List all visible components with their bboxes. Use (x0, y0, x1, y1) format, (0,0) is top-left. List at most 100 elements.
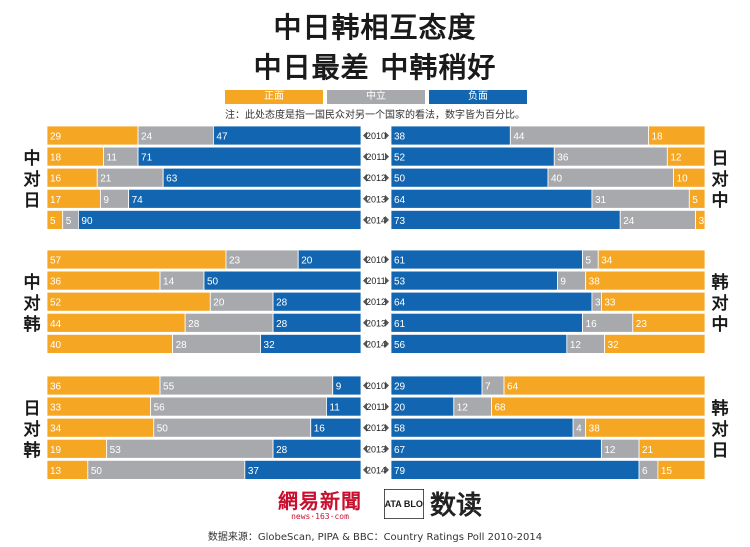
year-label: 2010 (366, 255, 386, 265)
bar-value-label: 73 (394, 216, 406, 227)
bar-positive (46, 396, 152, 417)
year-label: 2014 (366, 215, 386, 225)
bar-neutral (509, 125, 649, 146)
bar-value-label: 37 (248, 466, 260, 477)
bar-value-label: 64 (507, 382, 519, 393)
panel-label: 韩 (24, 314, 41, 335)
bar-value-label: 5 (586, 256, 592, 267)
panel-label: 中 (712, 314, 729, 335)
bar-negative (332, 375, 362, 396)
bar-negative (390, 125, 511, 146)
bar-value-label: 53 (110, 445, 122, 456)
bar-positive (503, 375, 706, 396)
year-arrow-right (385, 339, 389, 348)
bar-value-label: 12 (670, 153, 682, 164)
bar-positive (491, 396, 706, 417)
bar-value-label: 44 (513, 132, 525, 143)
panel-label: 对 (24, 293, 41, 314)
bar-negative (260, 333, 362, 354)
panel-label: 中 (24, 148, 41, 169)
bar-value-label: 36 (50, 277, 62, 288)
bar-value-label: 9 (103, 195, 109, 206)
bar-value-label: 38 (394, 132, 406, 143)
year-label: 2014 (366, 465, 386, 475)
bar-value-label: 13 (50, 466, 62, 477)
panel-label: 中 (24, 272, 41, 293)
bar-negative (272, 291, 362, 312)
bar-value-label: 33 (604, 298, 616, 309)
bar-value-label: 16 (314, 424, 326, 435)
year-arrow-right (385, 131, 389, 140)
chart-note: 注：此处态度是指一国民众对另一个国家的看法，数字皆为百分比。 (225, 110, 525, 121)
chart-subtitle: 中日最差 中韩稍好 (253, 51, 497, 84)
bar-positive (600, 291, 706, 312)
bar-value-label: 28 (276, 319, 288, 330)
bar-neutral (87, 459, 246, 480)
bar-value-label: 12 (457, 403, 469, 414)
year-arrow-right (385, 297, 389, 306)
bar-value-label: 38 (589, 277, 601, 288)
bar-value-label: 20 (301, 256, 313, 267)
year-arrow-left (363, 276, 367, 285)
panel-label: 中 (712, 190, 729, 211)
bar-value-label: 28 (276, 298, 288, 309)
bar-value-label: 3 (595, 298, 601, 309)
bar-value-label: 20 (394, 403, 406, 414)
bar-value-label: 28 (176, 340, 188, 351)
year-arrow-right (385, 381, 389, 390)
bar-value-label: 50 (394, 174, 406, 185)
bar-value-label: 9 (560, 277, 566, 288)
bar-negative (390, 249, 583, 270)
year-label: 2013 (366, 444, 386, 454)
panel-label: 对 (24, 169, 41, 190)
bar-negative (310, 417, 362, 438)
bar-value-label: 4 (576, 424, 582, 435)
bar-negative (390, 146, 555, 167)
year-label: 2011 (366, 402, 385, 412)
year-label: 2013 (366, 194, 386, 204)
bar-value-label: 14 (163, 277, 175, 288)
bar-value-label: 5 (50, 216, 56, 227)
bar-negative (390, 417, 574, 438)
bar-negative (128, 188, 362, 209)
bar-value-label: 68 (494, 403, 506, 414)
year-arrow-left (363, 444, 367, 453)
bar-negative (162, 167, 362, 188)
bar-neutral (591, 188, 690, 209)
bar-value-label: 9 (336, 382, 342, 393)
bar-value-label: 12 (570, 340, 582, 351)
bar-positive (46, 249, 227, 270)
legend-negative: 负面 (429, 90, 527, 104)
bar-neutral (553, 146, 668, 167)
panel-label: 对 (712, 169, 729, 190)
bar-value-label: 50 (207, 277, 219, 288)
bar-value-label: 40 (50, 340, 62, 351)
bar-positive (46, 291, 211, 312)
bar-value-label: 21 (642, 445, 654, 456)
bar-negative (272, 312, 362, 333)
bar-value-label: 24 (623, 216, 635, 227)
year-arrow-left (363, 255, 367, 264)
bar-negative (390, 188, 593, 209)
bar-positive (46, 417, 155, 438)
bar-positive (688, 188, 706, 209)
bar-negative (326, 396, 362, 417)
panel-label: 韩 (24, 440, 41, 461)
panel-label: 韩 (712, 272, 729, 293)
bar-value-label: 7 (485, 382, 491, 393)
year-arrow-left (363, 318, 367, 327)
bar-negative (390, 312, 583, 333)
year-label: 2011 (366, 276, 385, 286)
year-label: 2010 (366, 381, 386, 391)
bar-negative (390, 291, 593, 312)
year-arrow-left (363, 339, 367, 348)
bar-value-label: 5 (66, 216, 72, 227)
year-arrow-left (363, 194, 367, 203)
bar-value-label: 57 (50, 256, 62, 267)
bar-positive (604, 333, 706, 354)
bar-value-label: 64 (394, 195, 406, 206)
bar-value-label: 52 (394, 153, 406, 164)
bar-value-label: 23 (229, 256, 241, 267)
year-arrow-right (385, 194, 389, 203)
bar-positive (666, 146, 706, 167)
